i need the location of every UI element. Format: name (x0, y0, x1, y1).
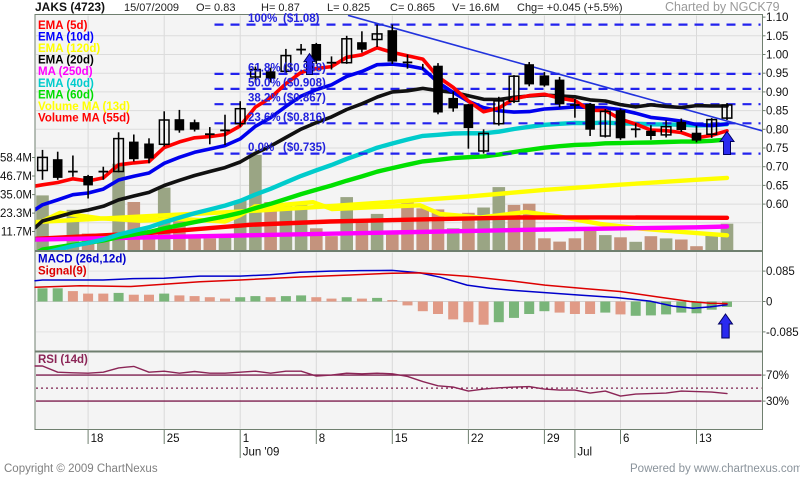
svg-text:Volume MA (55d): Volume MA (55d) (38, 113, 130, 125)
svg-text:($0.816): ($0.816) (283, 112, 326, 124)
svg-text:EMA (120d): EMA (120d) (38, 43, 100, 55)
svg-text:6: 6 (623, 433, 629, 445)
svg-text:EMA (10d): EMA (10d) (38, 32, 94, 44)
svg-text:EMA (20d): EMA (20d) (38, 55, 94, 67)
svg-text:($0.908): ($0.908) (283, 77, 326, 89)
svg-text:1: 1 (243, 433, 249, 445)
svg-text:EMA (5d): EMA (5d) (38, 20, 88, 32)
svg-text:13: 13 (699, 433, 712, 445)
svg-text:1.00: 1.00 (766, 50, 788, 62)
svg-text:0.085: 0.085 (766, 266, 795, 278)
svg-text:Signal(9): Signal(9) (38, 266, 87, 278)
svg-text:29: 29 (547, 433, 560, 445)
svg-text:Jun '09: Jun '09 (243, 447, 280, 459)
svg-text:($0.735): ($0.735) (283, 142, 326, 154)
svg-text:25: 25 (167, 433, 180, 445)
svg-text:61.8%: 61.8% (248, 62, 281, 74)
svg-text:RSI (14d): RSI (14d) (38, 354, 88, 366)
svg-text:0: 0 (766, 297, 772, 309)
svg-text:-0.085: -0.085 (766, 327, 799, 339)
svg-text:0.95: 0.95 (766, 68, 788, 80)
svg-text:L= 0.825: L= 0.825 (327, 2, 370, 14)
svg-text:58.4M: 58.4M (0, 153, 32, 165)
svg-text:JAKS (4723): JAKS (4723) (35, 0, 105, 14)
svg-text:38.2%: 38.2% (248, 93, 281, 105)
svg-text:EMA (60d): EMA (60d) (38, 89, 94, 101)
svg-text:0.90: 0.90 (766, 87, 788, 99)
svg-text:8: 8 (319, 433, 325, 445)
svg-text:1.05: 1.05 (766, 31, 788, 43)
svg-text:0.75: 0.75 (766, 143, 788, 155)
svg-text:($1.08): ($1.08) (283, 13, 320, 25)
svg-text:15/07/2009: 15/07/2009 (124, 2, 179, 14)
svg-text:70%: 70% (766, 370, 789, 382)
svg-text:MACD (26d,12d): MACD (26d,12d) (38, 254, 126, 266)
svg-text:35.0M: 35.0M (0, 190, 32, 202)
svg-text:0.60: 0.60 (766, 199, 788, 211)
svg-text:1.10: 1.10 (766, 12, 788, 24)
svg-text:O= 0.83: O= 0.83 (196, 2, 235, 14)
svg-text:0.70: 0.70 (766, 162, 788, 174)
svg-text:23.6%: 23.6% (248, 112, 281, 124)
svg-text:0.65: 0.65 (766, 180, 788, 192)
svg-text:23.3M: 23.3M (0, 208, 32, 220)
svg-text:Chg= +0.045 (+5.5%): Chg= +0.045 (+5.5%) (517, 2, 623, 14)
svg-text:Volume MA (13d): Volume MA (13d) (38, 101, 130, 113)
svg-text:0.80: 0.80 (766, 124, 788, 136)
svg-text:H= 0.87: H= 0.87 (261, 2, 300, 14)
svg-text:EMA (40d): EMA (40d) (38, 78, 94, 90)
svg-text:($0.867): ($0.867) (283, 93, 326, 105)
svg-text:C= 0.865: C= 0.865 (390, 2, 435, 14)
svg-text:46.7M: 46.7M (0, 171, 32, 183)
svg-text:Jul: Jul (577, 447, 592, 459)
svg-text:0.85: 0.85 (766, 106, 788, 118)
svg-text:30%: 30% (766, 396, 789, 408)
svg-text:50.0%: 50.0% (248, 77, 281, 89)
svg-text:($0.948): ($0.948) (283, 62, 326, 74)
svg-text:0.0%: 0.0% (248, 142, 274, 154)
svg-text:Charted by NGCK79: Charted by NGCK79 (665, 0, 780, 14)
svg-text:15: 15 (395, 433, 408, 445)
svg-text:MA (250d): MA (250d) (38, 66, 93, 78)
svg-text:100%: 100% (248, 13, 277, 25)
svg-text:18: 18 (91, 433, 104, 445)
svg-text:22: 22 (471, 433, 484, 445)
svg-text:Copyright © 2009 ChartNexus: Copyright © 2009 ChartNexus (4, 463, 158, 475)
svg-text:V= 16.6M: V= 16.6M (452, 2, 499, 14)
svg-text:11.7M: 11.7M (1, 227, 32, 239)
svg-text:Powered by www.chartnexus.com: Powered by www.chartnexus.com (630, 463, 800, 475)
